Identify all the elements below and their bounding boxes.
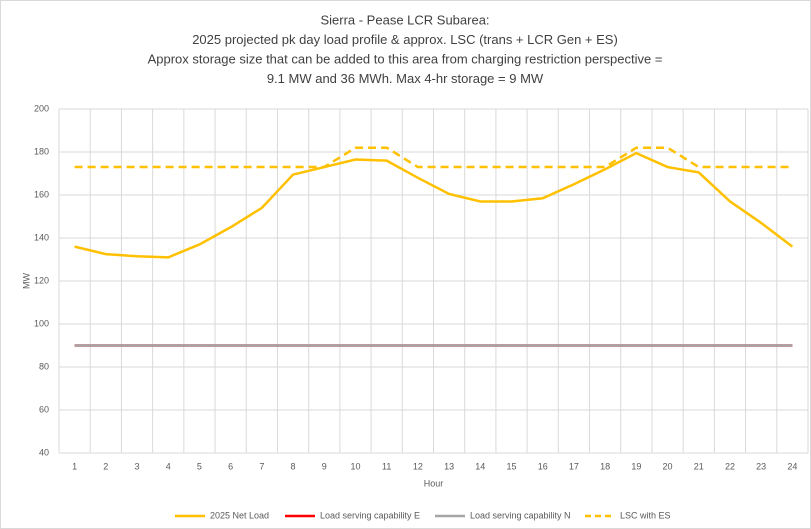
x-tick-label: 2 [103, 461, 108, 471]
x-tick-label: 3 [135, 461, 140, 471]
x-tick-label: 4 [166, 461, 171, 471]
x-tick-label: 6 [228, 461, 233, 471]
y-axis-label: MW [21, 273, 31, 289]
x-tick-label: 18 [600, 461, 610, 471]
legend-label: LSC with ES [620, 510, 671, 520]
x-tick-label: 11 [382, 461, 391, 471]
x-tick-label: 10 [350, 461, 360, 471]
x-tick-label: 1 [72, 461, 77, 471]
y-tick-label: 100 [34, 318, 49, 328]
y-tick-label: 180 [34, 146, 49, 156]
chart-title: 2025 projected pk day load profile & app… [192, 32, 618, 47]
x-tick-label: 20 [663, 461, 673, 471]
x-tick-label: 5 [197, 461, 202, 471]
x-tick-label: 21 [694, 461, 704, 471]
chart-title: 9.1 MW and 36 MWh. Max 4-hr storage = 9 … [267, 71, 544, 86]
y-tick-label: 200 [34, 103, 49, 113]
y-tick-label: 80 [39, 361, 49, 371]
x-tick-label: 14 [475, 461, 485, 471]
x-tick-label: 22 [725, 461, 735, 471]
series-line [74, 151, 794, 259]
x-tick-label: 16 [538, 461, 548, 471]
y-tick-label: 60 [39, 404, 49, 414]
x-tick-label: 19 [631, 461, 641, 471]
y-tick-label: 140 [34, 232, 49, 242]
x-tick-label: 15 [507, 461, 517, 471]
x-tick-label: 8 [291, 461, 296, 471]
x-tick-label: 13 [444, 461, 454, 471]
legend-label: 2025 Net Load [210, 510, 269, 520]
legend-label: Load serving capability E [320, 510, 420, 520]
x-tick-label: 9 [322, 461, 327, 471]
x-tick-label: 23 [756, 461, 766, 471]
x-tick-label: 24 [787, 461, 797, 471]
series-line [74, 146, 793, 169]
x-tick-label: 12 [413, 461, 423, 471]
x-axis-label: Hour [424, 478, 444, 488]
chart-title: Approx storage size that can be added to… [148, 51, 663, 66]
x-tick-label: 7 [259, 461, 264, 471]
chart-title: Sierra - Pease LCR Subarea: [320, 12, 489, 27]
y-tick-label: 40 [39, 447, 49, 457]
y-tick-label: 160 [34, 189, 49, 199]
y-tick-label: 120 [34, 275, 49, 285]
legend-label: Load serving capability N [470, 510, 571, 520]
x-tick-label: 17 [569, 461, 579, 471]
